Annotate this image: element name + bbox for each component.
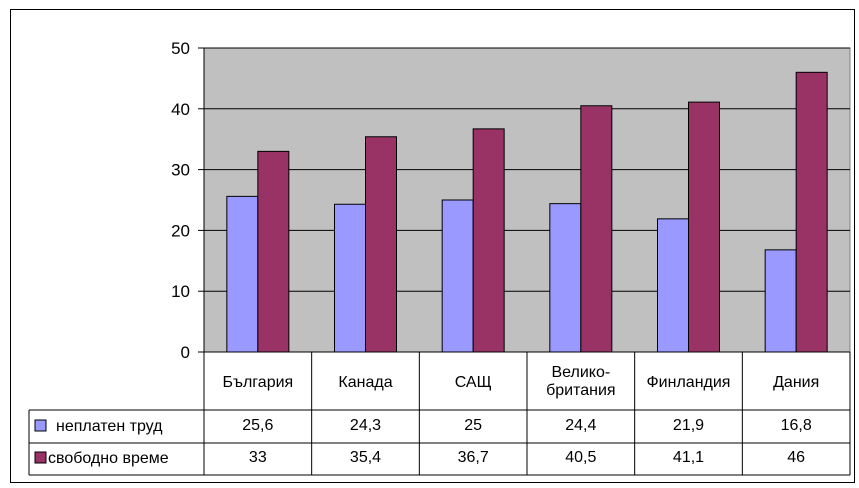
- y-tick-label: 20: [171, 221, 190, 240]
- category-label: Велико-: [551, 364, 610, 381]
- y-tick-label: 0: [181, 343, 190, 362]
- data-value: 25: [464, 417, 482, 434]
- category-label: Финландия: [647, 374, 731, 391]
- data-value: 33: [249, 449, 267, 466]
- bar-unpaid-work: [441, 199, 474, 353]
- y-tick-label: 30: [171, 161, 190, 180]
- legend-key: [34, 419, 47, 432]
- bar-free-time: [472, 128, 505, 353]
- y-tick-label: 50: [171, 39, 190, 58]
- data-value: 25,6: [242, 417, 273, 434]
- bar-free-time: [365, 136, 397, 353]
- y-tick-label: 40: [171, 100, 190, 119]
- category-label: британия: [546, 382, 615, 399]
- bar-unpaid-work: [549, 203, 582, 353]
- bar-free-time: [795, 71, 828, 353]
- data-value: 16,8: [781, 417, 812, 434]
- bar-free-time: [257, 150, 290, 353]
- legend-key: [34, 451, 47, 464]
- data-value: 40,5: [565, 449, 596, 466]
- bar-free-time: [580, 105, 613, 353]
- data-value: 36,7: [458, 449, 489, 466]
- legend-label: неплатен труд: [56, 418, 163, 435]
- category-label: Дания: [773, 374, 819, 391]
- category-label: България: [222, 374, 293, 391]
- category-label: Канада: [338, 374, 392, 391]
- data-value: 21,9: [673, 417, 704, 434]
- category-label: САЩ: [455, 374, 492, 391]
- bar-unpaid-work: [226, 195, 259, 353]
- bar-unpaid-work: [764, 249, 797, 353]
- data-value: 24,3: [350, 417, 381, 434]
- data-value: 46: [787, 449, 805, 466]
- bar-unpaid-work: [657, 218, 689, 353]
- data-value: 35,4: [350, 449, 381, 466]
- data-value: 41,1: [673, 449, 704, 466]
- bar-unpaid-work: [334, 203, 366, 353]
- bar-free-time: [688, 101, 720, 353]
- y-tick-label: 10: [171, 282, 190, 301]
- data-value: 24,4: [565, 417, 596, 434]
- legend-label: свободно време: [48, 450, 169, 467]
- plot-area: [203, 47, 851, 353]
